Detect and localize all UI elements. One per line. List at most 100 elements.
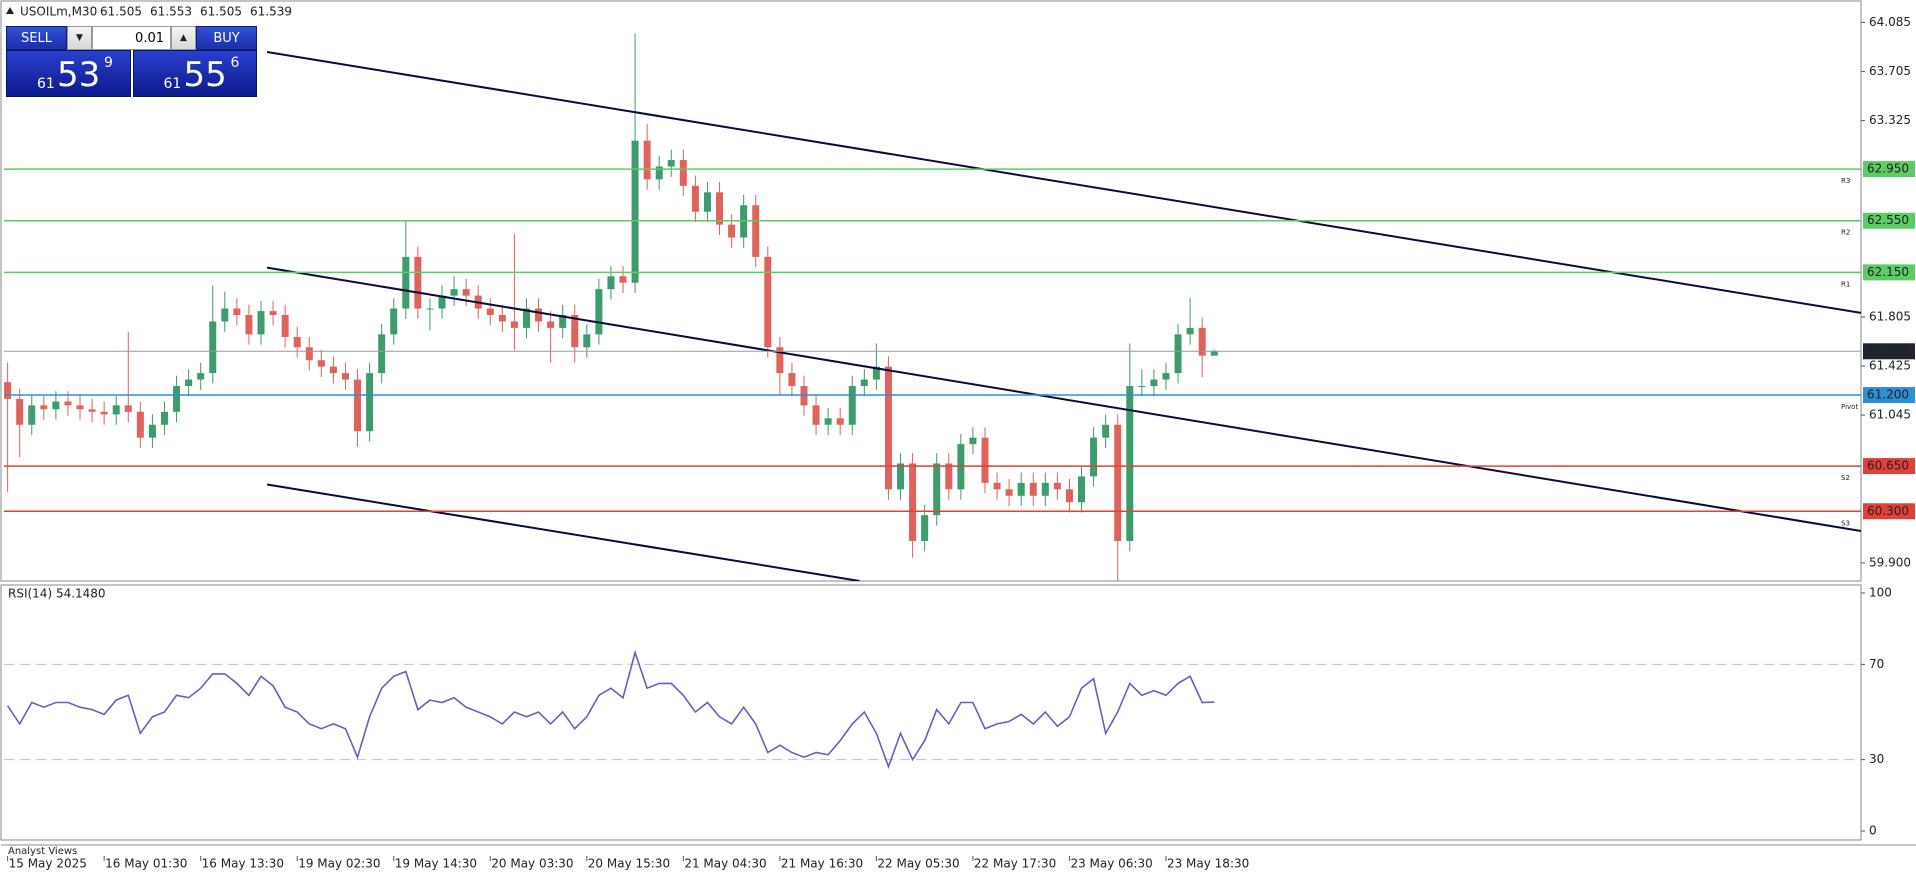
candle-body bbox=[1102, 424, 1110, 438]
candle-body bbox=[788, 373, 796, 387]
level-label-bg bbox=[1863, 458, 1915, 475]
bid-sup: 9 bbox=[104, 55, 113, 71]
candle-body bbox=[752, 205, 760, 257]
candle-body bbox=[257, 311, 265, 335]
candle-body bbox=[969, 437, 977, 445]
ohlc-high: 61.553 bbox=[150, 5, 192, 19]
level-label: 61.200 bbox=[1867, 388, 1909, 402]
candle-body bbox=[438, 295, 446, 309]
candle-body bbox=[221, 308, 229, 322]
candle-body bbox=[655, 166, 663, 180]
footer-tab: Analyst Views bbox=[8, 846, 77, 857]
trend-line bbox=[266, 266, 1861, 533]
candle-body bbox=[1126, 386, 1134, 541]
order-row: SELL ▼ 0.01 ▲ BUY bbox=[6, 26, 257, 50]
candle-body bbox=[4, 382, 12, 399]
candle-body bbox=[1162, 373, 1170, 380]
candle-body bbox=[1041, 482, 1049, 496]
candle-body bbox=[173, 386, 181, 412]
quote-row: 61 53 9 61 55 6 bbox=[6, 50, 257, 97]
candle-body bbox=[426, 308, 434, 310]
candle-body bbox=[571, 314, 579, 348]
candle-body bbox=[607, 276, 615, 290]
y-tick-label: 70 bbox=[1869, 657, 1884, 671]
candle-body bbox=[209, 321, 217, 374]
level-label: 62.150 bbox=[1867, 265, 1909, 279]
lot-input[interactable]: 0.01 bbox=[92, 26, 171, 50]
level-label-bg bbox=[1863, 264, 1915, 281]
rsi-line bbox=[6, 649, 1215, 770]
candle-body bbox=[728, 224, 736, 238]
candle-body bbox=[329, 366, 337, 374]
level-label-bg bbox=[1863, 387, 1915, 404]
level-name: R3 bbox=[1841, 177, 1850, 185]
ohlc-low: 61.505 bbox=[200, 5, 242, 19]
candle-body bbox=[1210, 351, 1218, 356]
candle-body bbox=[462, 289, 470, 296]
ask-big: 55 bbox=[183, 55, 227, 95]
candle-body bbox=[872, 366, 880, 380]
candle-body bbox=[535, 308, 543, 322]
x-tick-label: 19 May 14:30 bbox=[395, 857, 477, 871]
candle-body bbox=[498, 314, 506, 322]
sell-button[interactable]: SELL bbox=[6, 26, 67, 50]
lot-down[interactable]: ▼ bbox=[67, 26, 92, 50]
rsi-title: RSI(14) 54.1480 bbox=[8, 587, 106, 601]
candle-body bbox=[703, 192, 711, 212]
candle-body bbox=[559, 314, 567, 328]
candle-body bbox=[414, 256, 422, 309]
price-panel bbox=[0, 0, 1862, 582]
buy-button[interactable]: BUY bbox=[196, 26, 257, 50]
candle-body bbox=[1150, 379, 1158, 387]
candle-body bbox=[884, 366, 892, 490]
candle-body bbox=[921, 515, 929, 541]
candle-body bbox=[716, 192, 724, 225]
candle-body bbox=[76, 405, 84, 410]
x-tick-label: 16 May 13:30 bbox=[202, 857, 284, 871]
bid-big: 53 bbox=[57, 55, 101, 95]
level-name: R1 bbox=[1841, 280, 1850, 288]
candle-body bbox=[824, 418, 832, 425]
candle-body bbox=[1090, 437, 1098, 477]
y-tick-label: 61.805 bbox=[1869, 309, 1911, 323]
candle-body bbox=[486, 308, 494, 315]
x-tick-label: 20 May 03:30 bbox=[491, 857, 573, 871]
price-label-bg bbox=[1863, 343, 1915, 360]
candle-body bbox=[88, 409, 96, 412]
candle-body bbox=[112, 405, 120, 415]
level-label: 62.950 bbox=[1867, 162, 1909, 176]
symbol: USOILm,M30 bbox=[20, 5, 97, 19]
candle-body bbox=[1029, 482, 1037, 496]
candle-body bbox=[1017, 482, 1025, 496]
collapse-icon[interactable] bbox=[6, 7, 14, 14]
candle-body bbox=[160, 411, 168, 425]
candle-body bbox=[245, 314, 253, 335]
candle-body bbox=[197, 373, 205, 380]
y-tick-label: 0 bbox=[1869, 824, 1877, 838]
y-tick-label: 63.325 bbox=[1869, 113, 1911, 127]
candle-body bbox=[124, 405, 132, 412]
ask-quote[interactable]: 61 55 6 bbox=[132, 50, 257, 97]
candle-body bbox=[378, 334, 386, 374]
candle-body bbox=[860, 379, 868, 387]
candle-body bbox=[1198, 327, 1206, 356]
level-label: 62.550 bbox=[1867, 213, 1909, 227]
level-label-bg bbox=[1863, 212, 1915, 229]
bid-quote[interactable]: 61 53 9 bbox=[6, 50, 131, 97]
ohlc-close: 61.539 bbox=[250, 5, 292, 19]
candle-body bbox=[981, 437, 989, 483]
price-plot bbox=[4, 33, 1861, 581]
candle-body bbox=[402, 256, 410, 309]
y-tick-label: 64.085 bbox=[1869, 15, 1911, 29]
lot-up[interactable]: ▲ bbox=[171, 26, 196, 50]
y-tick-label: 63.705 bbox=[1869, 64, 1911, 78]
candle-body bbox=[595, 289, 603, 335]
candle-body bbox=[40, 405, 48, 410]
candle-body bbox=[1114, 424, 1122, 541]
candle-body bbox=[776, 347, 784, 374]
candle-body bbox=[945, 463, 953, 490]
candle-body bbox=[667, 160, 675, 167]
candle-body bbox=[522, 308, 530, 328]
